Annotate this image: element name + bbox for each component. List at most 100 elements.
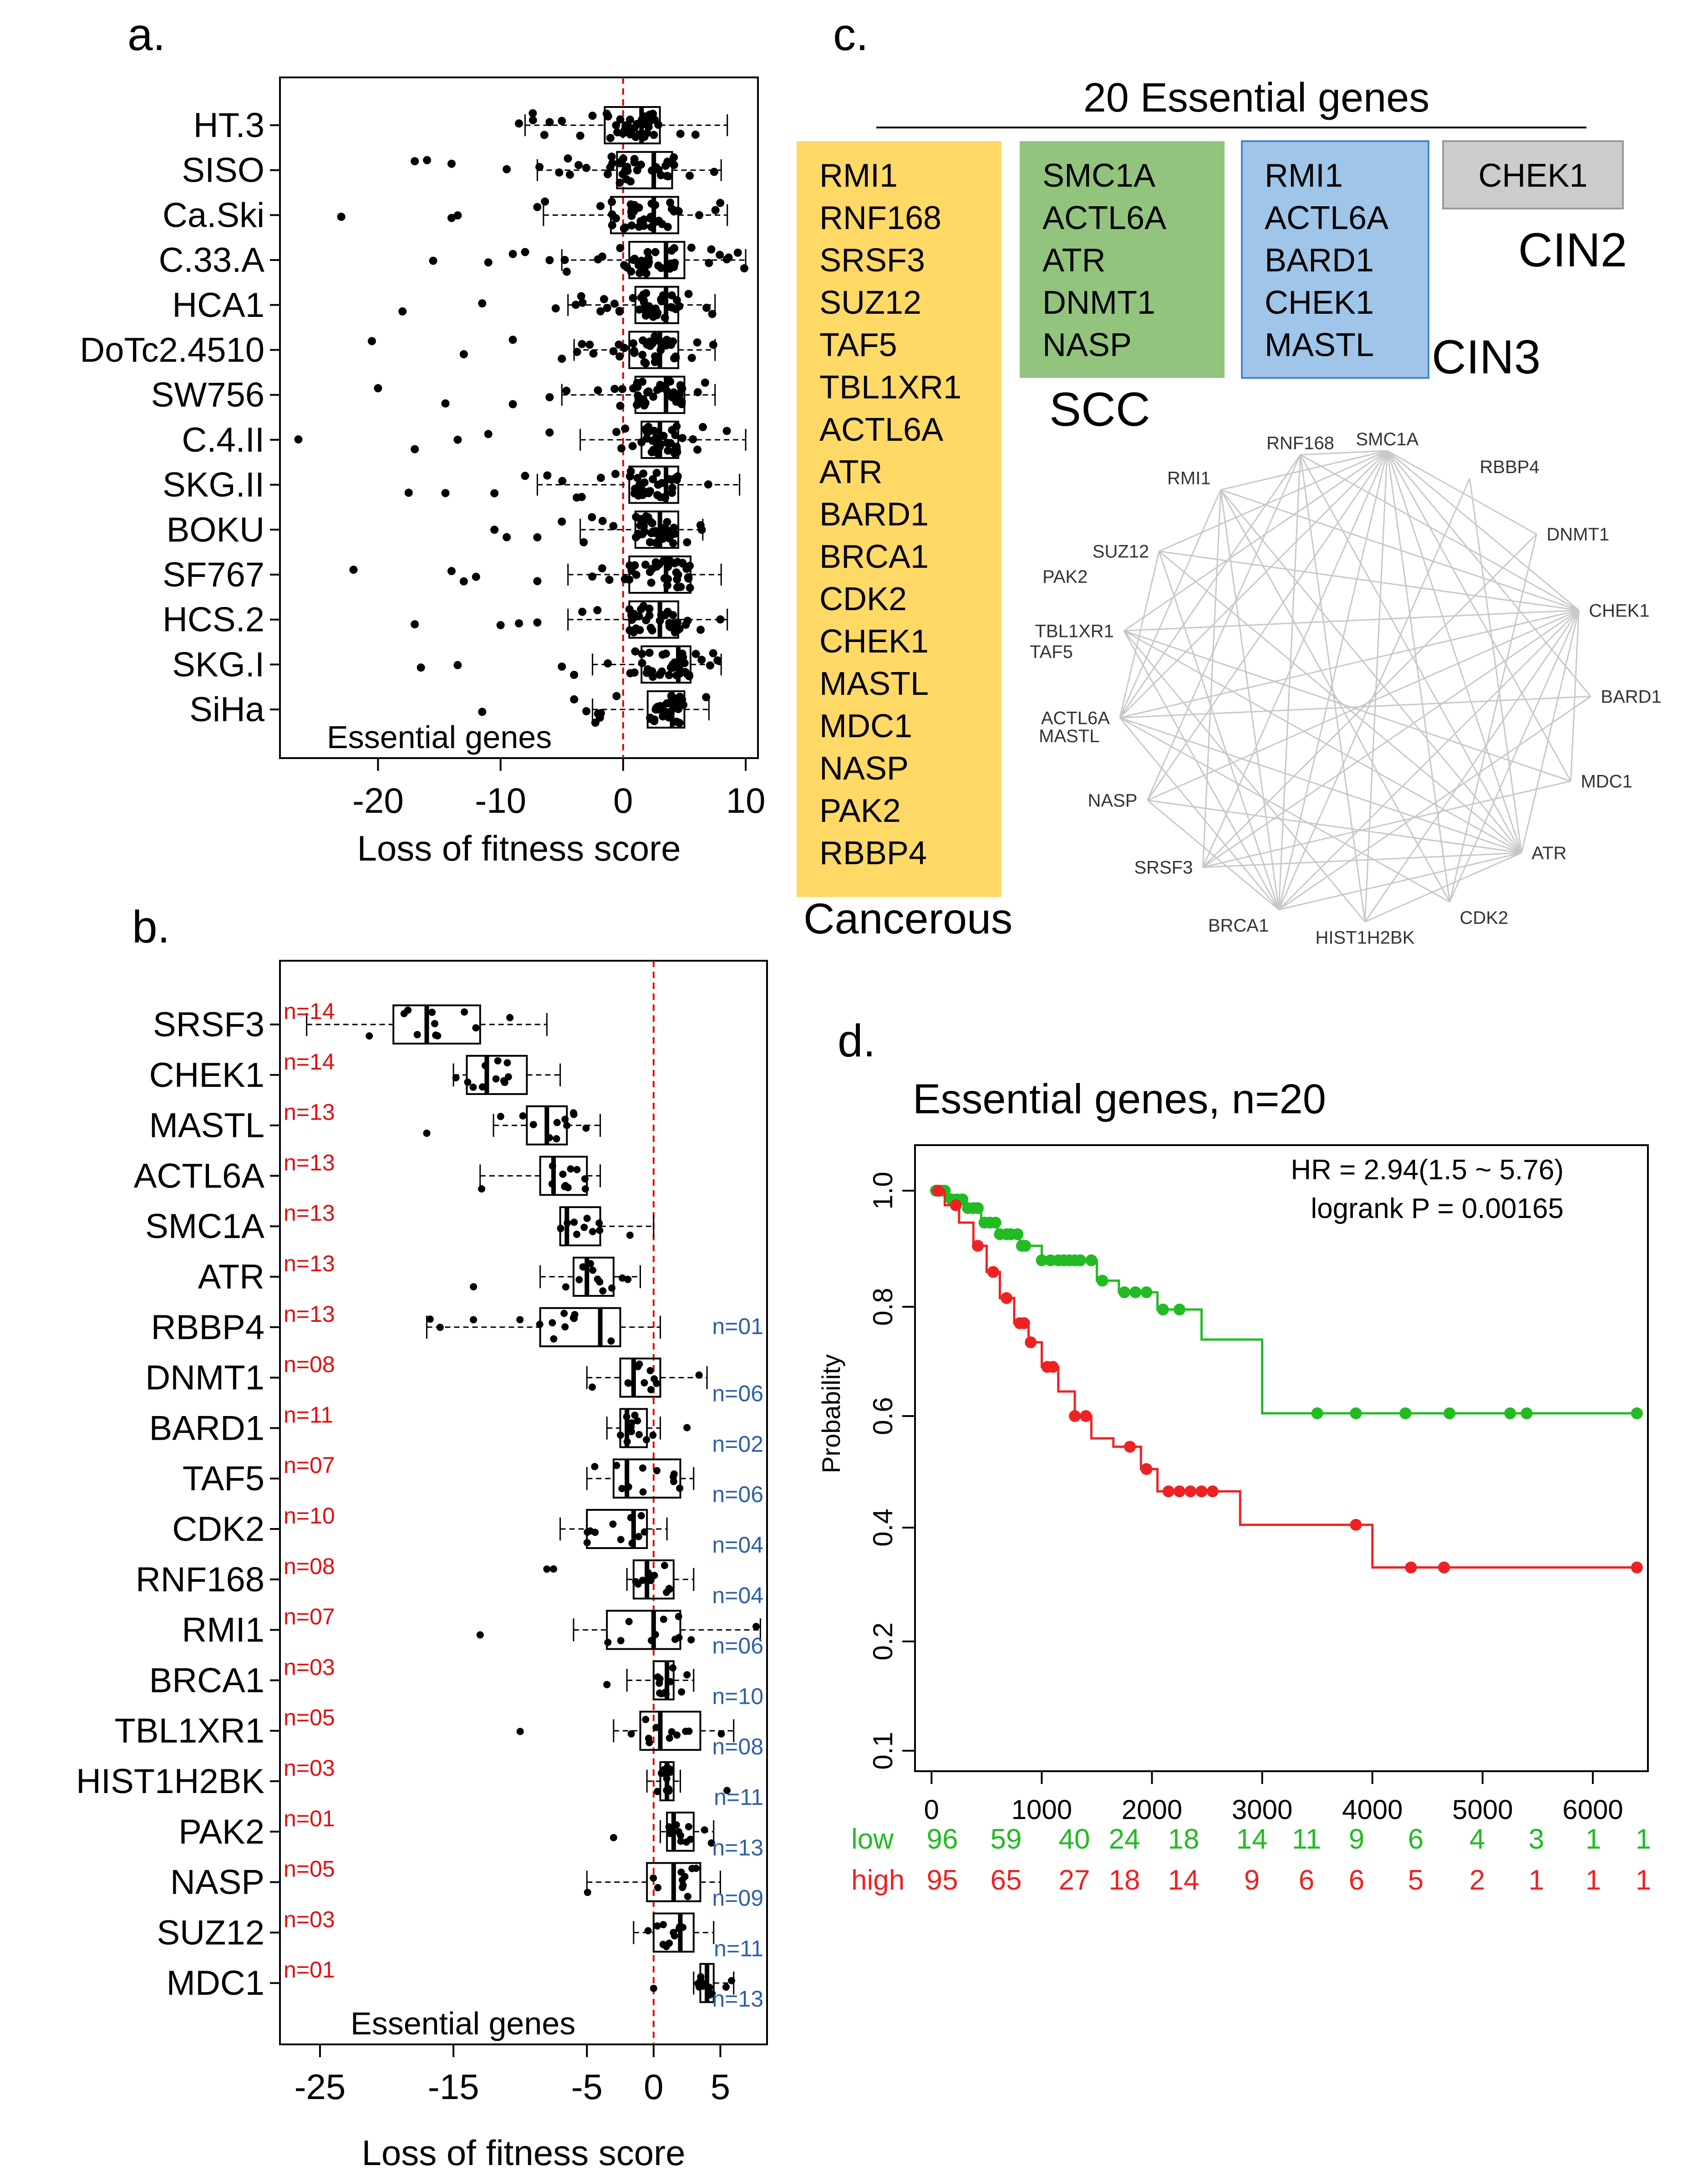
data-point — [565, 170, 574, 179]
group-gene: ACTL6A — [1042, 200, 1166, 236]
data-point — [710, 168, 718, 176]
risk-count: 1 — [1636, 1824, 1651, 1855]
risk-count: 65 — [991, 1865, 1022, 1896]
data-point — [599, 1287, 607, 1295]
data-point — [494, 1057, 502, 1065]
data-point — [666, 1734, 673, 1742]
data-point — [626, 1231, 634, 1239]
data-point — [680, 659, 689, 668]
box-iqr — [628, 331, 680, 369]
data-point — [627, 212, 636, 220]
data-point — [644, 260, 652, 269]
data-point — [549, 1162, 556, 1170]
data-point — [583, 1539, 591, 1546]
data-point — [670, 153, 678, 162]
data-point — [713, 656, 722, 665]
data-point — [607, 153, 616, 161]
data-point — [608, 159, 617, 168]
network-node-label: TBL1XR1 — [1035, 621, 1114, 641]
outlier-point — [521, 248, 529, 256]
n-count-left: n=13 — [284, 1100, 335, 1125]
data-point — [560, 1310, 568, 1317]
box-iqr — [619, 1357, 661, 1398]
data-point — [664, 563, 672, 571]
data-point — [654, 121, 663, 129]
network-edge — [1119, 717, 1522, 854]
data-point — [452, 1074, 460, 1081]
data-point — [573, 1166, 581, 1173]
n-count-right: n=08 — [712, 1734, 763, 1759]
data-point — [649, 446, 658, 454]
data-point — [628, 1539, 636, 1547]
network-node-label: ACTL6A — [1041, 708, 1110, 728]
data-point — [589, 1266, 597, 1274]
data-point — [620, 261, 629, 270]
network-edge — [1449, 534, 1537, 902]
data-point — [686, 584, 694, 592]
outlier-point — [503, 533, 511, 541]
data-point — [667, 291, 676, 300]
group-gene: RNF168 — [819, 200, 941, 236]
data-point — [649, 1432, 657, 1439]
group-gene: TAF5 — [819, 327, 897, 363]
data-point — [572, 493, 581, 502]
data-point — [686, 1835, 694, 1843]
data-point — [617, 1536, 625, 1544]
data-point — [684, 574, 693, 583]
data-point — [691, 650, 700, 658]
network-edge — [1469, 478, 1522, 853]
data-point — [615, 352, 624, 361]
group-gene: PAK2 — [819, 793, 901, 829]
category-label: CDK2 — [172, 1510, 264, 1549]
network-edge — [1220, 489, 1579, 611]
data-point — [709, 341, 717, 349]
data-point — [645, 648, 654, 657]
network-edge — [1449, 610, 1580, 902]
data-point — [661, 1562, 668, 1570]
outlier-point — [411, 620, 419, 629]
data-point — [593, 606, 602, 615]
data-point — [638, 351, 647, 359]
network-edge — [1123, 630, 1366, 922]
risk-count: 5 — [1408, 1865, 1423, 1896]
network-edge — [1123, 450, 1388, 632]
data-point — [623, 1438, 631, 1446]
censor-mark-high — [1162, 1485, 1174, 1498]
data-point — [637, 256, 646, 265]
data-point — [562, 1283, 569, 1291]
data-point — [644, 1927, 652, 1935]
data-point — [728, 1977, 736, 1985]
data-point — [432, 1031, 440, 1039]
network-edge — [1203, 780, 1571, 868]
data-point — [541, 197, 549, 206]
censor-mark-low — [1019, 1240, 1032, 1252]
censor-mark-low — [1129, 1286, 1142, 1299]
data-point — [404, 1006, 412, 1014]
risk-count: 6 — [1349, 1865, 1364, 1896]
y-tick-label: 0.4 — [868, 1508, 898, 1546]
censor-mark-low — [1118, 1286, 1130, 1299]
data-point — [620, 575, 629, 583]
network-edge — [1220, 489, 1522, 854]
data-point — [683, 538, 691, 547]
censor-mark-low — [1140, 1286, 1153, 1299]
data-point — [628, 1419, 635, 1427]
data-point — [693, 338, 702, 347]
network-node-label: DNMT1 — [1546, 525, 1609, 545]
data-point — [672, 422, 681, 431]
data-point — [640, 1528, 648, 1536]
outlier-point — [545, 393, 554, 402]
data-point — [594, 1275, 601, 1283]
network-node-label: RBBP4 — [1480, 457, 1540, 477]
data-point — [651, 304, 660, 313]
risk-count: 1 — [1586, 1824, 1601, 1855]
data-point — [605, 576, 614, 584]
data-point — [588, 572, 597, 581]
data-point — [584, 1528, 591, 1536]
risk-count: 11 — [1292, 1824, 1321, 1855]
data-point — [671, 354, 680, 362]
group-gene: BRCA1 — [819, 539, 929, 575]
data-point — [545, 1134, 553, 1141]
data-point — [642, 1436, 650, 1444]
n-count-left: n=05 — [284, 1705, 335, 1730]
